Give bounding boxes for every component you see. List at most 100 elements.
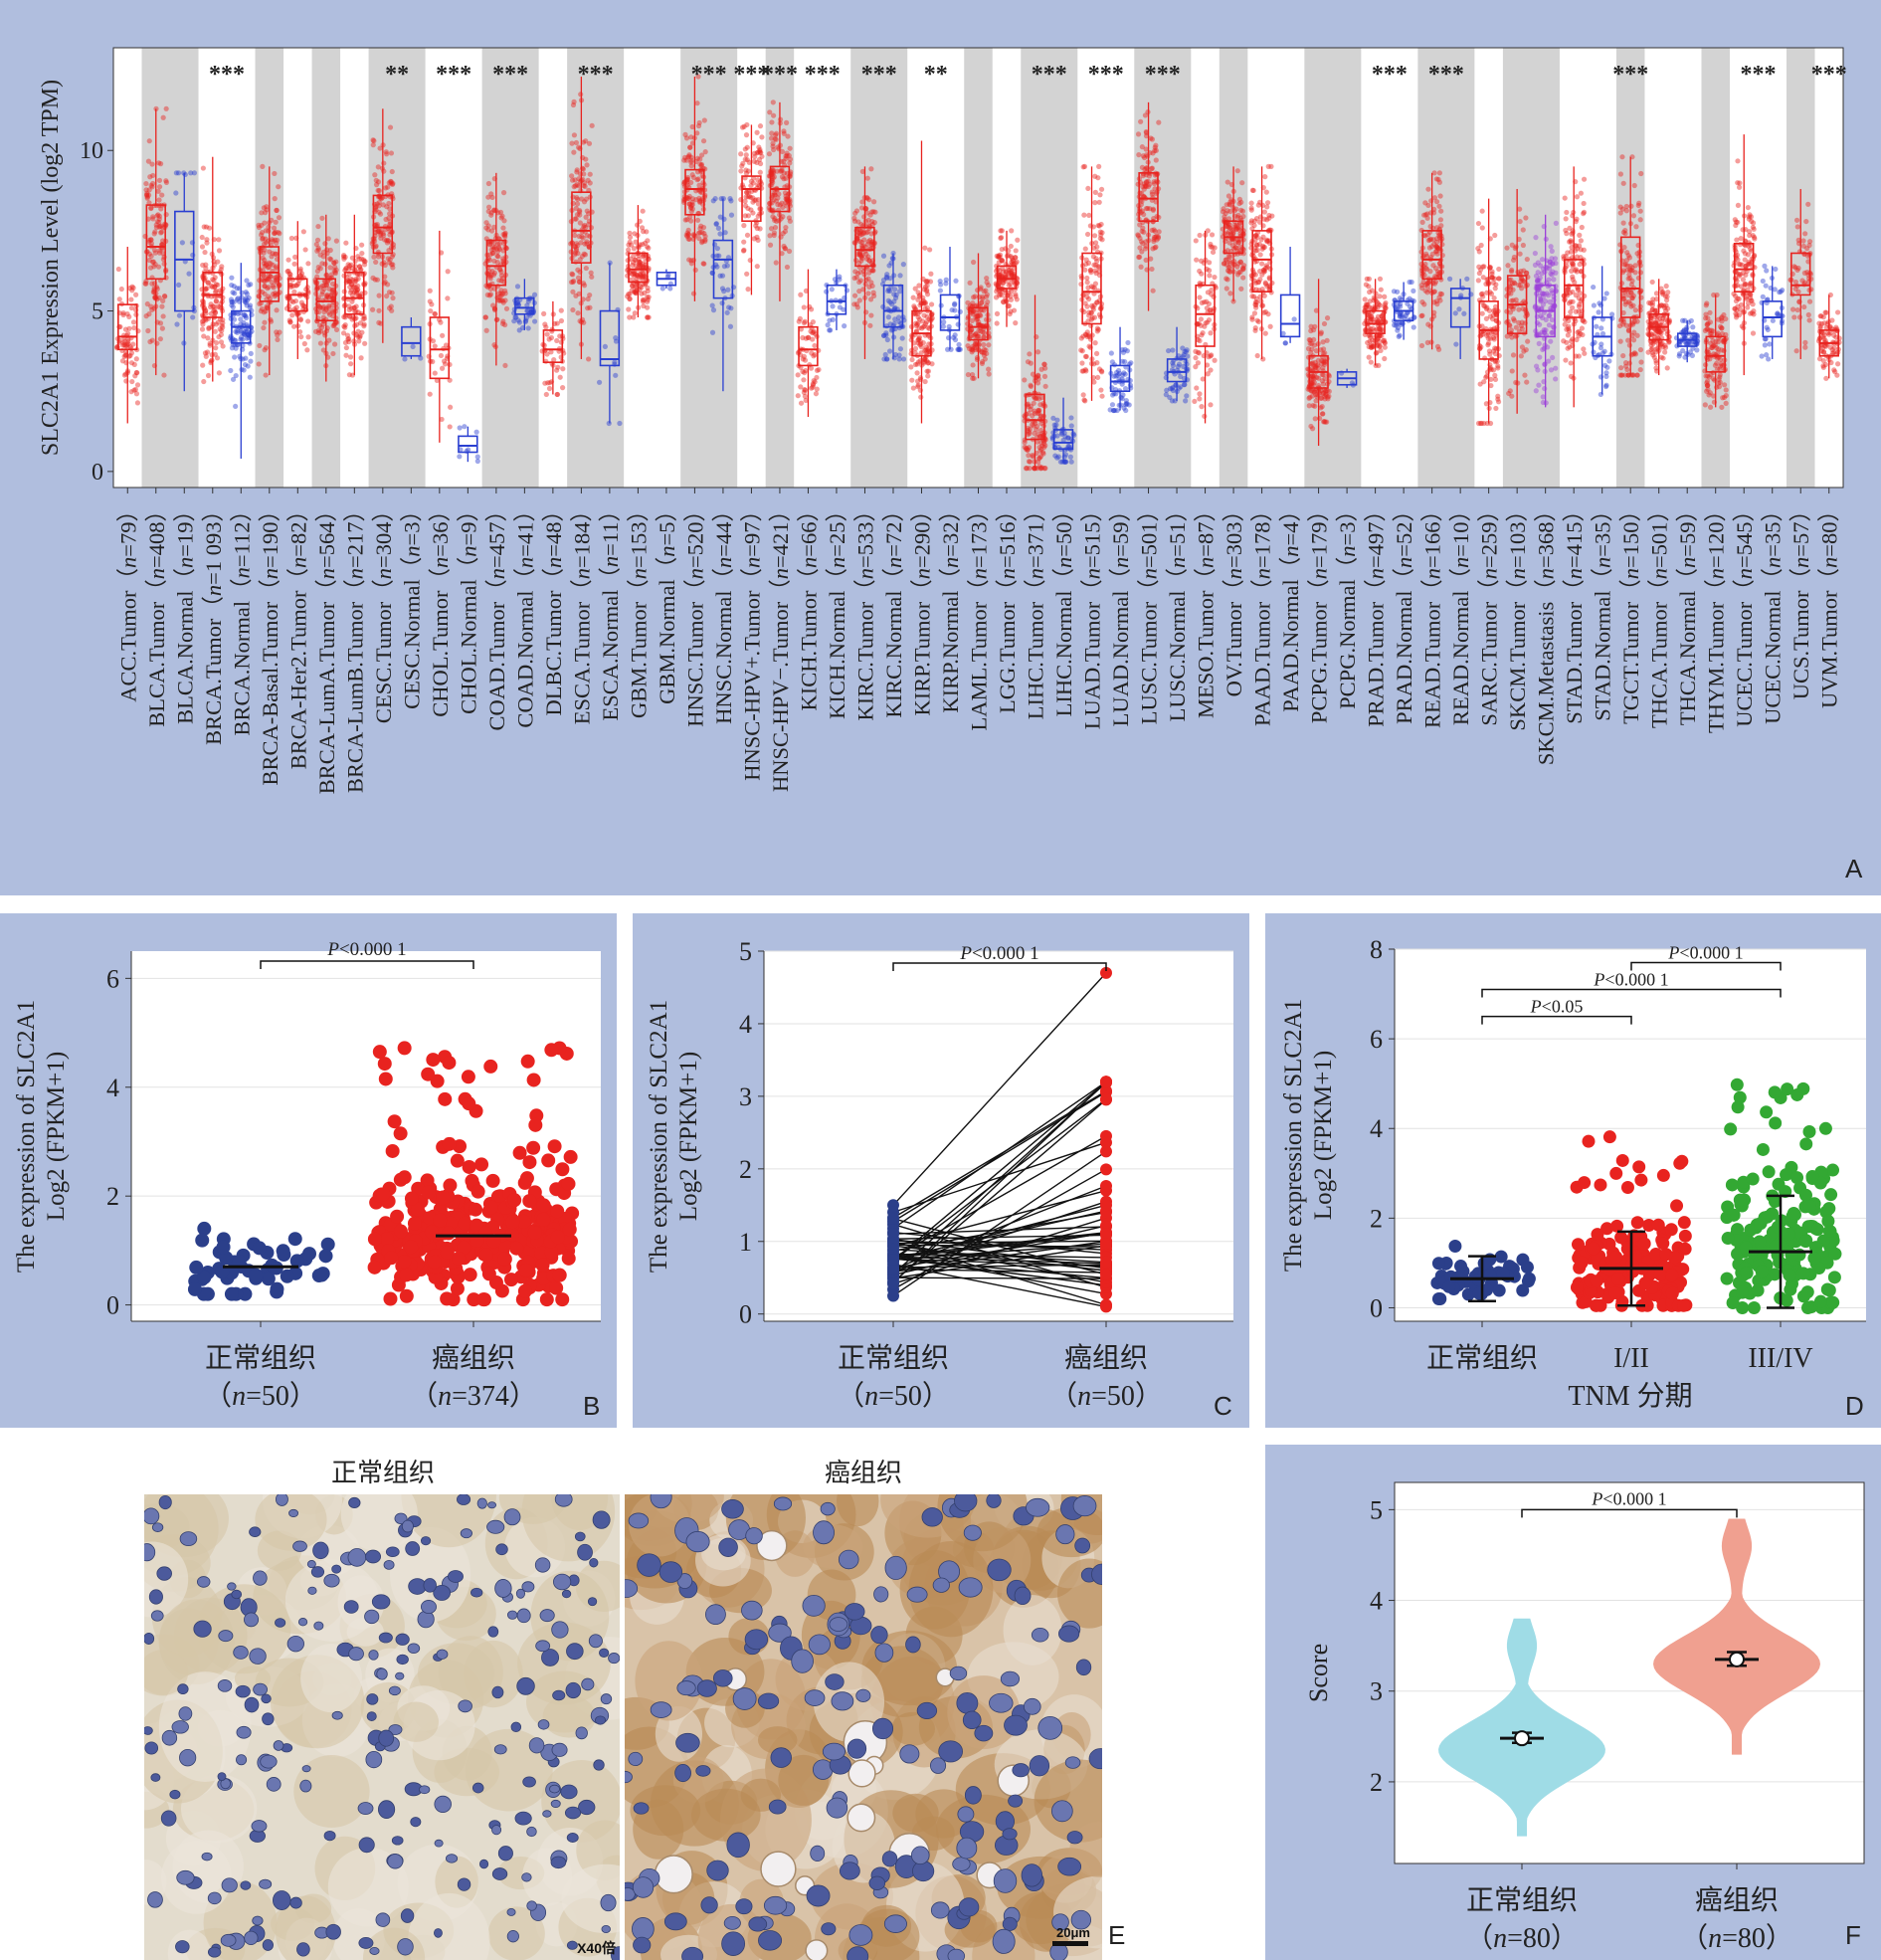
data-point	[781, 170, 787, 176]
data-point	[795, 393, 801, 399]
data-point	[130, 341, 136, 347]
data-point	[357, 264, 363, 270]
data-point	[206, 325, 212, 331]
data-point	[216, 370, 222, 376]
data-point	[1532, 250, 1538, 257]
data-point	[1254, 352, 1260, 359]
data-point	[558, 307, 564, 313]
data-point	[375, 179, 382, 185]
data-point	[925, 368, 931, 374]
data-point	[354, 289, 360, 295]
data-point	[971, 259, 977, 266]
data-point	[157, 223, 163, 230]
data-point	[1516, 306, 1522, 312]
data-point	[346, 338, 352, 345]
data-point	[201, 378, 207, 385]
data-point	[430, 358, 436, 365]
data-point	[743, 152, 749, 158]
data-point	[293, 304, 299, 310]
data-point	[646, 245, 652, 251]
x-tick-label: READ.Tumor（n=166）	[1420, 499, 1445, 728]
data-point	[210, 277, 216, 283]
data-point	[496, 246, 503, 252]
data-point	[986, 366, 992, 372]
data-point	[1152, 186, 1158, 192]
data-point	[1122, 359, 1128, 365]
data-point	[360, 257, 367, 263]
data-point	[770, 99, 776, 105]
data-point	[688, 134, 694, 140]
data-point	[285, 268, 291, 275]
data-point	[1035, 396, 1042, 402]
data-point	[1524, 379, 1530, 385]
data-point	[274, 275, 280, 281]
data-point	[370, 275, 376, 281]
data-point	[574, 201, 581, 207]
data-point	[145, 327, 151, 334]
data-point	[373, 222, 379, 228]
data-point	[1095, 175, 1101, 181]
data-point	[541, 342, 547, 348]
data-point	[199, 234, 205, 241]
data-point	[918, 394, 924, 400]
data-point	[573, 139, 580, 146]
data-point	[146, 237, 152, 243]
data-point	[757, 169, 763, 175]
data-point	[132, 373, 138, 379]
data-point	[613, 338, 620, 344]
data-point	[119, 342, 126, 348]
data-point	[994, 320, 1000, 326]
data-point	[240, 336, 246, 342]
data-point	[548, 334, 555, 341]
data-point	[1383, 305, 1389, 311]
data-point	[217, 326, 223, 332]
data-point	[1367, 334, 1374, 340]
data-point	[917, 341, 924, 347]
data-point	[245, 331, 251, 337]
data-point	[297, 268, 303, 274]
data-point	[330, 313, 336, 319]
data-point	[242, 311, 248, 318]
data-point	[1068, 459, 1074, 465]
data-point	[1324, 337, 1330, 343]
data-point	[1553, 284, 1559, 290]
data-point	[1261, 244, 1267, 251]
data-point	[950, 334, 957, 340]
data-point	[262, 291, 268, 297]
data-point	[496, 241, 502, 247]
box	[458, 435, 478, 454]
data-point	[979, 360, 986, 367]
data-point	[948, 346, 954, 352]
data-point	[202, 350, 209, 356]
data-point	[203, 317, 209, 323]
data-point	[694, 217, 701, 223]
data-point	[352, 288, 359, 294]
data-point	[350, 285, 356, 291]
data-point	[1480, 275, 1486, 281]
data-point	[937, 288, 944, 294]
data-point	[331, 322, 337, 328]
data-point	[719, 300, 725, 306]
data-point	[212, 275, 218, 281]
data-point	[1419, 219, 1425, 225]
data-point	[710, 198, 716, 204]
data-point	[1094, 244, 1100, 250]
data-point	[728, 305, 734, 311]
data-point	[149, 281, 155, 287]
data-point	[899, 335, 905, 341]
data-point	[376, 203, 382, 209]
data-point	[584, 162, 590, 168]
data-point	[498, 297, 504, 303]
data-point	[910, 294, 916, 300]
data-point	[150, 259, 156, 265]
data-point	[352, 308, 358, 315]
data-point	[270, 251, 276, 257]
data-point	[353, 278, 359, 285]
data-point	[387, 124, 394, 130]
data-point	[857, 278, 863, 284]
data-point	[589, 122, 595, 128]
data-point	[514, 284, 521, 290]
data-point	[1042, 466, 1048, 472]
data-point	[260, 163, 266, 169]
data-point	[1411, 324, 1416, 330]
